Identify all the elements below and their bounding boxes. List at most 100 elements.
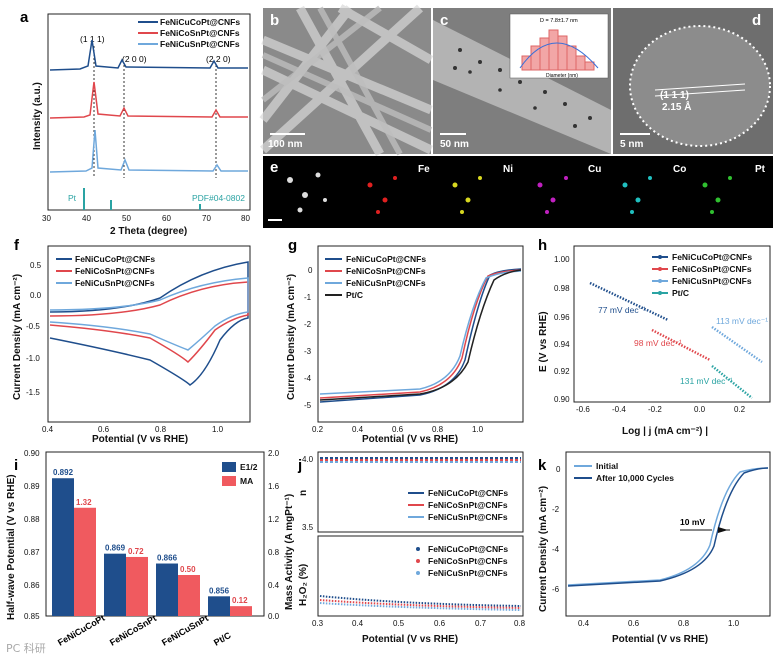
panel-i-label: i xyxy=(14,457,18,474)
panel-a-xlabel: 2 Theta (degree) xyxy=(110,226,187,237)
panel-g: g FeNiCuCoPt@CNFs FeNiCoSnPt@CNFs FeNiCu… xyxy=(286,237,524,445)
panel-j-xlabel: Potential (V vs RHE) xyxy=(362,634,458,645)
svg-text:FeNiCoSnPt@CNFs: FeNiCoSnPt@CNFs xyxy=(672,264,752,274)
panel-b-scale: 100 nm xyxy=(268,139,303,150)
svg-text:30: 30 xyxy=(42,214,51,223)
slope-1: 77 mV dec⁻¹ xyxy=(598,305,646,315)
svg-text:0.0: 0.0 xyxy=(268,612,280,621)
panel-h: h FeNiCuCoPt@CNFs FeNiCoSnPt@CNFs FeNiCu… xyxy=(538,237,771,437)
svg-text:-2: -2 xyxy=(552,505,560,514)
svg-text:FeNiCuCoPt@CNFs: FeNiCuCoPt@CNFs xyxy=(428,544,508,554)
svg-text:0.8: 0.8 xyxy=(514,619,526,628)
bar-ma-1 xyxy=(126,556,148,616)
svg-text:-0.5: -0.5 xyxy=(26,322,40,331)
legend-ma: MA xyxy=(240,476,253,486)
svg-text:FeNiCuSnPt@CNFs: FeNiCuSnPt@CNFs xyxy=(75,278,155,288)
svg-text:-5: -5 xyxy=(304,401,312,410)
panel-f-xlabel: Potential (V vs RHE) xyxy=(92,434,188,445)
panel-j-ylabel-bottom: H₂O₂ (%) xyxy=(298,564,309,606)
eds-ni: Ni xyxy=(503,164,513,175)
bar-e12-2 xyxy=(156,563,178,616)
slope-2: 98 mV dec⁻¹ xyxy=(634,338,682,348)
svg-text:FeNiCuSnPt@CNFs: FeNiCuSnPt@CNFs xyxy=(346,278,426,288)
panel-i: i E1/2 MA 0.892 1.32 FeNiCuCoPt 0.869 0.72 Fe… xyxy=(6,449,295,648)
panel-g-xticks: 0.2 0.4 0.6 0.8 1.0 xyxy=(312,425,484,434)
svg-text:FeNiCuSnPt@CNFs: FeNiCuSnPt@CNFs xyxy=(428,512,508,522)
panel-e-label: e xyxy=(270,159,278,176)
label-ma-0: 1.32 xyxy=(76,498,92,507)
legend-a-1: FeNiCuCoPt@CNFs xyxy=(160,17,240,27)
svg-text:0.6: 0.6 xyxy=(98,425,110,434)
svg-text:0.88: 0.88 xyxy=(24,515,40,524)
peak-200: (2 0 0) xyxy=(122,54,147,64)
legend-e12-swatch xyxy=(222,462,236,472)
panel-b: b 100 nm xyxy=(259,4,434,157)
svg-text:0.4: 0.4 xyxy=(268,581,280,590)
watermark: PC 科研 xyxy=(6,641,46,655)
category-0: FeNiCuCoPt xyxy=(56,613,106,648)
lattice-spacing: 2.15 Å xyxy=(662,100,691,113)
panel-j-bottom-frame xyxy=(317,535,524,617)
svg-text:4.0: 4.0 xyxy=(302,455,314,464)
svg-text:0.96: 0.96 xyxy=(554,313,570,322)
svg-text:0.89: 0.89 xyxy=(24,482,40,491)
svg-text:2.0: 2.0 xyxy=(268,449,280,458)
svg-text:0.92: 0.92 xyxy=(554,367,570,376)
svg-text:60: 60 xyxy=(162,214,171,223)
svg-text:After 10,000 Cycles: After 10,000 Cycles xyxy=(596,473,674,483)
xrd-curve-3 xyxy=(49,129,248,173)
panel-e: e Fe Ni Cu Co Pt xyxy=(263,156,773,228)
svg-text:80: 80 xyxy=(241,214,250,223)
slope-4: 131 mV dec⁻¹ xyxy=(680,376,733,386)
panel-k-xlabel: Potential (V vs RHE) xyxy=(612,634,708,645)
svg-text:-1.0: -1.0 xyxy=(26,354,40,363)
svg-text:1.2: 1.2 xyxy=(268,515,280,524)
svg-text:1.00: 1.00 xyxy=(554,255,570,264)
svg-text:0.4: 0.4 xyxy=(578,619,590,628)
panel-k-frame xyxy=(565,451,771,617)
panel-a-ylabel: Intensity (a.u.) xyxy=(32,82,43,150)
svg-text:0.87: 0.87 xyxy=(24,548,40,557)
svg-text:FeNiCuCoPt@CNFs: FeNiCuCoPt@CNFs xyxy=(346,254,426,264)
panel-k-xticks: 0.4 0.6 0.8 1.0 xyxy=(578,619,740,628)
panel-k-yticks: 0 -2 -4 -6 xyxy=(552,465,561,594)
svg-text:1.0: 1.0 xyxy=(472,425,484,434)
panel-f-xticks: 0.4 0.6 0.8 1.0 xyxy=(42,425,224,434)
svg-text:1.6: 1.6 xyxy=(268,482,280,491)
panel-h-yticks: 1.00 0.98 0.96 0.94 0.92 0.90 xyxy=(554,255,570,404)
eds-cu: Cu xyxy=(588,164,601,175)
svg-text:0.8: 0.8 xyxy=(678,619,690,628)
svg-text:Initial: Initial xyxy=(596,461,618,471)
svg-text:0.7: 0.7 xyxy=(475,619,487,628)
panel-h-frame xyxy=(573,245,771,403)
panel-d-label: d xyxy=(752,12,761,29)
svg-text:0.0: 0.0 xyxy=(694,405,706,414)
panel-k-label: k xyxy=(538,457,547,474)
svg-text:0.4: 0.4 xyxy=(352,425,364,434)
panel-i-frame xyxy=(45,451,265,617)
bar-ma-3 xyxy=(230,606,252,616)
panel-i-ylabel-right: Mass Activity (A mgPt⁻¹) xyxy=(284,494,295,610)
panel-j-legend-bottom: FeNiCuCoPt@CNFs FeNiCoSnPt@CNFs FeNiCuSn… xyxy=(416,544,508,578)
svg-text:Pt/C: Pt/C xyxy=(672,288,689,298)
svg-text:-6: -6 xyxy=(552,585,560,594)
panel-g-ylabel: Current Density (mA cm⁻²) xyxy=(286,274,297,400)
panel-a-xticks: 30 40 50 60 70 80 xyxy=(42,214,250,223)
bar-e12-1 xyxy=(104,553,126,616)
svg-text:0.90: 0.90 xyxy=(554,395,570,404)
panel-b-label: b xyxy=(270,12,279,29)
svg-text:-1: -1 xyxy=(304,293,312,302)
panel-i-yticks-left: 0.90 0.89 0.88 0.87 0.86 0.85 xyxy=(24,449,40,621)
svg-text:FeNiCoSnPt@CNFs: FeNiCoSnPt@CNFs xyxy=(346,266,426,276)
panel-k-ylabel: Current Density (mA cm⁻²) xyxy=(538,486,549,612)
svg-text:0.4: 0.4 xyxy=(42,425,54,434)
svg-text:0.5: 0.5 xyxy=(30,261,42,270)
svg-text:-0.4: -0.4 xyxy=(612,405,626,414)
svg-text:FeNiCuCoPt@CNFs: FeNiCuCoPt@CNFs xyxy=(75,254,155,264)
panel-j-label: j xyxy=(297,457,302,474)
panel-h-xticks: -0.6 -0.4 -0.2 0.0 0.2 xyxy=(576,405,746,414)
bar-ma-0 xyxy=(74,507,96,616)
inset-xlabel: Diameter (nm) xyxy=(546,73,578,79)
panel-a: a FeNiCuCoPt@CNFs FeNiCoSnPt@CNFs FeNiCu… xyxy=(20,9,251,237)
panel-f: f FeNiCuCoPt@CNFs FeNiCoSnPt@CNFs FeNiCu… xyxy=(12,237,251,445)
